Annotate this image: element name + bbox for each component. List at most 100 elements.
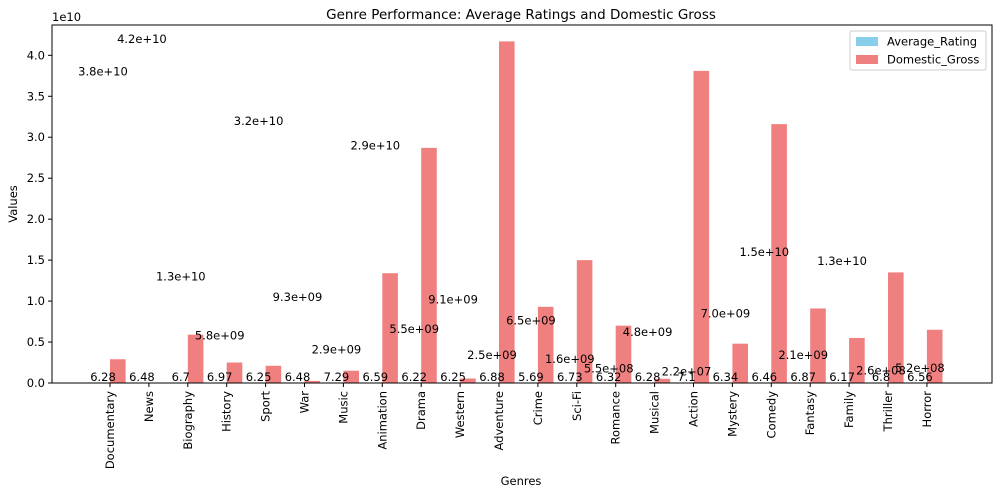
bar-domestic-gross: [771, 124, 787, 383]
gross-annotation: 1.6e+09: [545, 352, 595, 366]
rating-label: 7.1: [677, 370, 695, 384]
x-tick-label: News: [142, 391, 156, 422]
legend: Average_Rating Domestic_Gross: [849, 30, 987, 71]
bar-domestic-gross: [460, 378, 476, 383]
x-tick-label: Fantasy: [803, 391, 817, 435]
legend-swatch-domestic-gross: [856, 55, 878, 64]
gross-annotation: 2.9e+09: [312, 342, 362, 356]
bar-domestic-gross: [499, 41, 515, 384]
rating-label: 6.8: [872, 370, 890, 384]
x-tick-label: History: [220, 391, 234, 432]
bar-domestic-gross: [382, 273, 398, 383]
y-tick-label: 4.0: [27, 48, 45, 62]
x-tick-label: Musical: [648, 391, 662, 434]
gross-annotations: 3.8e+10 4.2e+10 1.3e+10 5.8e+09 3.2e+10 9.3e+…: [78, 32, 945, 379]
rating-label: 6.7: [172, 370, 190, 384]
bar-domestic-gross: [537, 306, 554, 383]
bar-domestic-gross: [110, 359, 126, 383]
bar-domestic-gross: [343, 370, 359, 383]
gross-annotation: 5.5e+09: [389, 322, 439, 336]
rating-label: 7.29: [324, 370, 350, 384]
x-axis-title: Genres: [501, 474, 542, 488]
x-tick-label: Thriller: [881, 391, 895, 433]
y-axis-ticks: 0.0 0.5 1.0 1.5 2.0 2.5 3.0 3.5 4.0: [27, 48, 52, 390]
rating-label: 6.17: [829, 370, 855, 384]
x-tick-label: War: [298, 391, 312, 414]
x-tick-label: Mystery: [725, 391, 739, 437]
bar-domestic-gross: [421, 147, 437, 383]
rating-label: 6.73: [557, 370, 583, 384]
gross-annotation: 2.1e+09: [778, 348, 828, 362]
x-tick-label: Action: [687, 391, 701, 427]
rating-label: 6.32: [596, 370, 622, 384]
bar-domestic-gross: [810, 308, 826, 383]
x-tick-label: Horror: [920, 391, 934, 428]
x-tick-label: Documentary: [103, 391, 117, 469]
rating-label: 6.87: [790, 370, 816, 384]
bar-domestic-gross: [693, 70, 710, 383]
bar-series: [110, 41, 943, 384]
rating-label: 6.28: [635, 370, 661, 384]
chart-title: Genre Performance: Average Ratings and D…: [326, 7, 716, 23]
gross-annotation: 6.5e+09: [506, 314, 556, 328]
rating-label: 6.97: [207, 370, 233, 384]
rating-label: 6.46: [751, 370, 777, 384]
legend-box: [849, 30, 987, 71]
y-tick-label: 0.0: [27, 376, 45, 390]
bar-domestic-gross: [926, 329, 943, 383]
gross-annotation: 3.8e+10: [78, 65, 128, 79]
legend-swatch-average-rating: [856, 37, 878, 46]
y-tick-label: 3.0: [27, 130, 45, 144]
x-axis-ticks: Documentary News Biography History Sport War M…: [103, 383, 934, 469]
bar-domestic-gross: [187, 334, 204, 383]
y-tick-label: 3.5: [27, 89, 45, 103]
gross-annotation: 5.5e+08: [584, 361, 634, 375]
y-tick-label: 1.0: [27, 294, 45, 308]
rating-label: 6.48: [285, 370, 311, 384]
gross-annotation: 9.3e+09: [273, 290, 323, 304]
x-tick-label: Animation: [375, 391, 389, 450]
gross-annotation: 4.2e+10: [117, 32, 167, 46]
x-tick-label: Drama: [414, 391, 428, 430]
gross-annotation: 4.8e+09: [623, 325, 673, 339]
rating-label: 6.28: [90, 370, 116, 384]
bar-domestic-gross: [615, 325, 632, 383]
gross-annotation: 5.8e+09: [195, 328, 245, 342]
bar-domestic-gross: [888, 272, 904, 383]
gross-annotation: 3.2e+10: [234, 114, 284, 128]
legend-label-average-rating: Average_Rating: [887, 35, 977, 49]
x-tick-label: Family: [842, 391, 856, 428]
bar-domestic-gross: [849, 337, 865, 383]
x-tick-label: Sport: [259, 391, 273, 422]
bar-domestic-gross: [265, 365, 282, 383]
y-axis-title: Values: [6, 185, 20, 223]
rating-label: 6.25: [440, 370, 466, 384]
rating-label: 6.88: [479, 370, 505, 384]
bar-domestic-gross: [654, 378, 671, 383]
rating-label: 5.69: [518, 370, 544, 384]
gross-annotation: 1.3e+10: [817, 254, 867, 268]
y-tick-label: 0.5: [27, 335, 45, 349]
bar-domestic-gross: [226, 362, 243, 383]
rating-label: 6.34: [713, 370, 739, 384]
x-tick-label: Crime: [531, 391, 545, 425]
gross-annotation: 1.3e+10: [156, 270, 206, 284]
y-tick-label: 2.0: [27, 212, 45, 226]
gross-annotation: 2.5e+09: [467, 348, 517, 362]
bar-domestic-gross: [304, 380, 321, 383]
y-tick-label: 2.5: [27, 171, 45, 185]
x-tick-label: Western: [453, 391, 467, 438]
rating-label: 6.59: [362, 370, 388, 384]
x-tick-label: Biography: [181, 391, 195, 450]
x-tick-label: Romance: [609, 391, 623, 444]
rating-label: 6.25: [246, 370, 272, 384]
gross-annotation: 2.9e+10: [350, 138, 400, 152]
gross-annotation: 2.2e+07: [662, 365, 712, 379]
gross-annotation: 2.6e+08: [856, 363, 906, 377]
gross-annotation: 5.2e+08: [895, 361, 945, 375]
gross-annotation: 9.1e+09: [428, 292, 478, 306]
bar-domestic-gross: [732, 343, 748, 383]
rating-label: 6.56: [907, 370, 933, 384]
bar-domestic-gross: [576, 260, 593, 383]
